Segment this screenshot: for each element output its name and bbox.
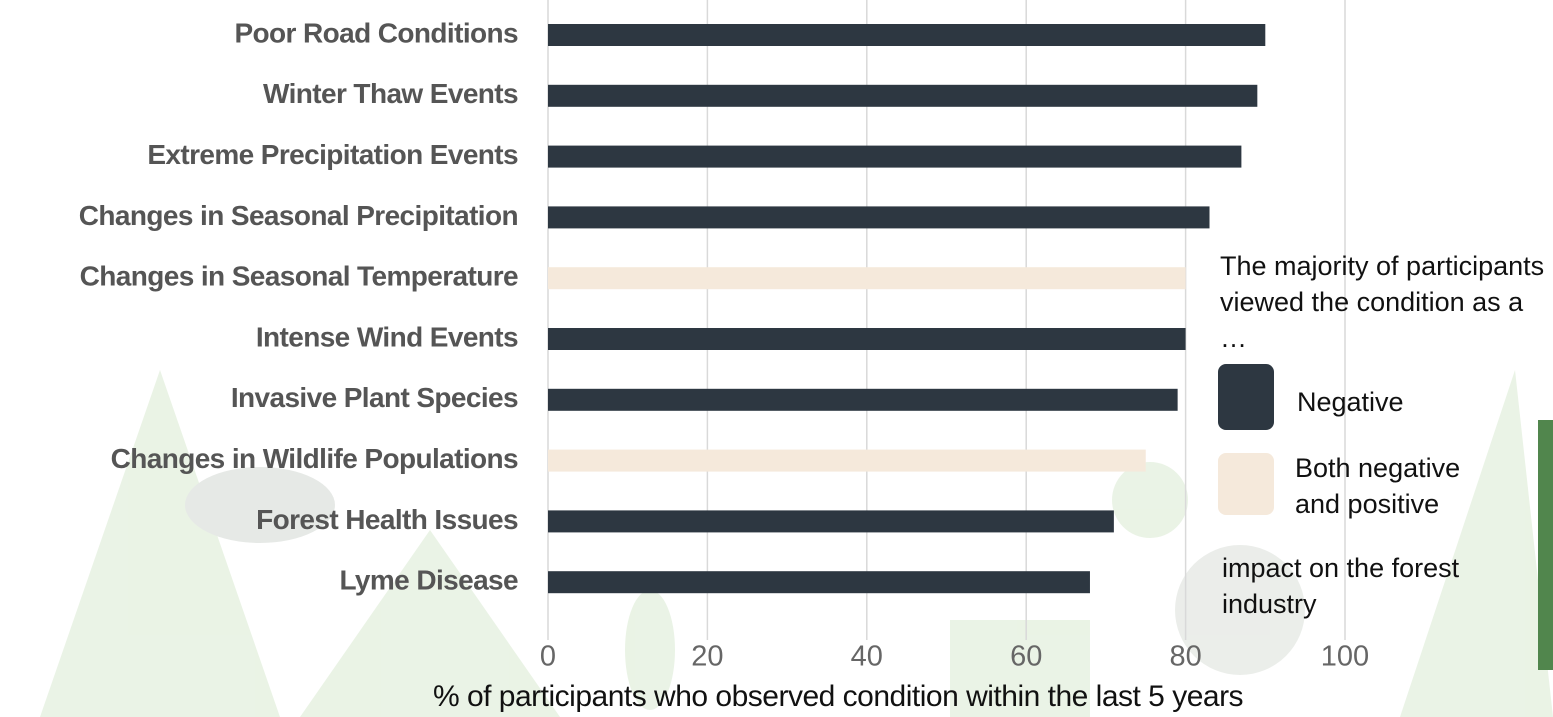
x-axis-label: % of participants who observed condition… [433,680,1243,713]
legend-label: Both negative and positive [1295,450,1495,522]
legend-swatch [1218,453,1274,515]
tree-shape [1400,370,1553,717]
y-tick-label: Winter Thaw Events [263,78,518,109]
bar [548,146,1241,168]
legend-swatch [1218,364,1274,430]
edge-shape [1538,420,1553,670]
legend-label: Negative [1297,384,1404,420]
legend-note: impact on the forest industry [1222,550,1522,622]
x-tick-label: 0 [540,641,556,673]
bar [548,389,1178,411]
x-tick-label: 100 [1321,641,1369,673]
bar [548,24,1265,46]
y-tick-label: Lyme Disease [339,565,518,596]
bar [548,510,1114,532]
bar [548,328,1186,350]
y-tick-label: Poor Road Conditions [234,17,518,48]
y-tick-label: Changes in Seasonal Temperature [80,261,518,292]
bar [548,206,1210,228]
bar [548,571,1090,593]
x-tick-label: 20 [691,641,723,673]
y-tick-label: Changes in Seasonal Precipitation [79,200,518,231]
sun-shape [1112,462,1188,538]
tree-shape [40,370,280,717]
y-tick-label: Extreme Precipitation Events [147,139,518,170]
x-tick-label: 80 [1169,641,1201,673]
y-tick-label: Changes in Wildlife Populations [111,443,518,474]
bar [548,450,1146,472]
bar [548,85,1257,107]
x-tick-label: 40 [851,641,883,673]
y-tick-label: Forest Health Issues [256,504,518,535]
bar [548,267,1186,289]
chart-page: % of participants who observed condition… [0,0,1553,717]
x-tick-label: 60 [1010,641,1042,673]
legend-title: The majority of participants viewed the … [1220,248,1550,356]
y-tick-label: Intense Wind Events [256,321,518,352]
y-tick-label: Invasive Plant Species [231,382,518,413]
